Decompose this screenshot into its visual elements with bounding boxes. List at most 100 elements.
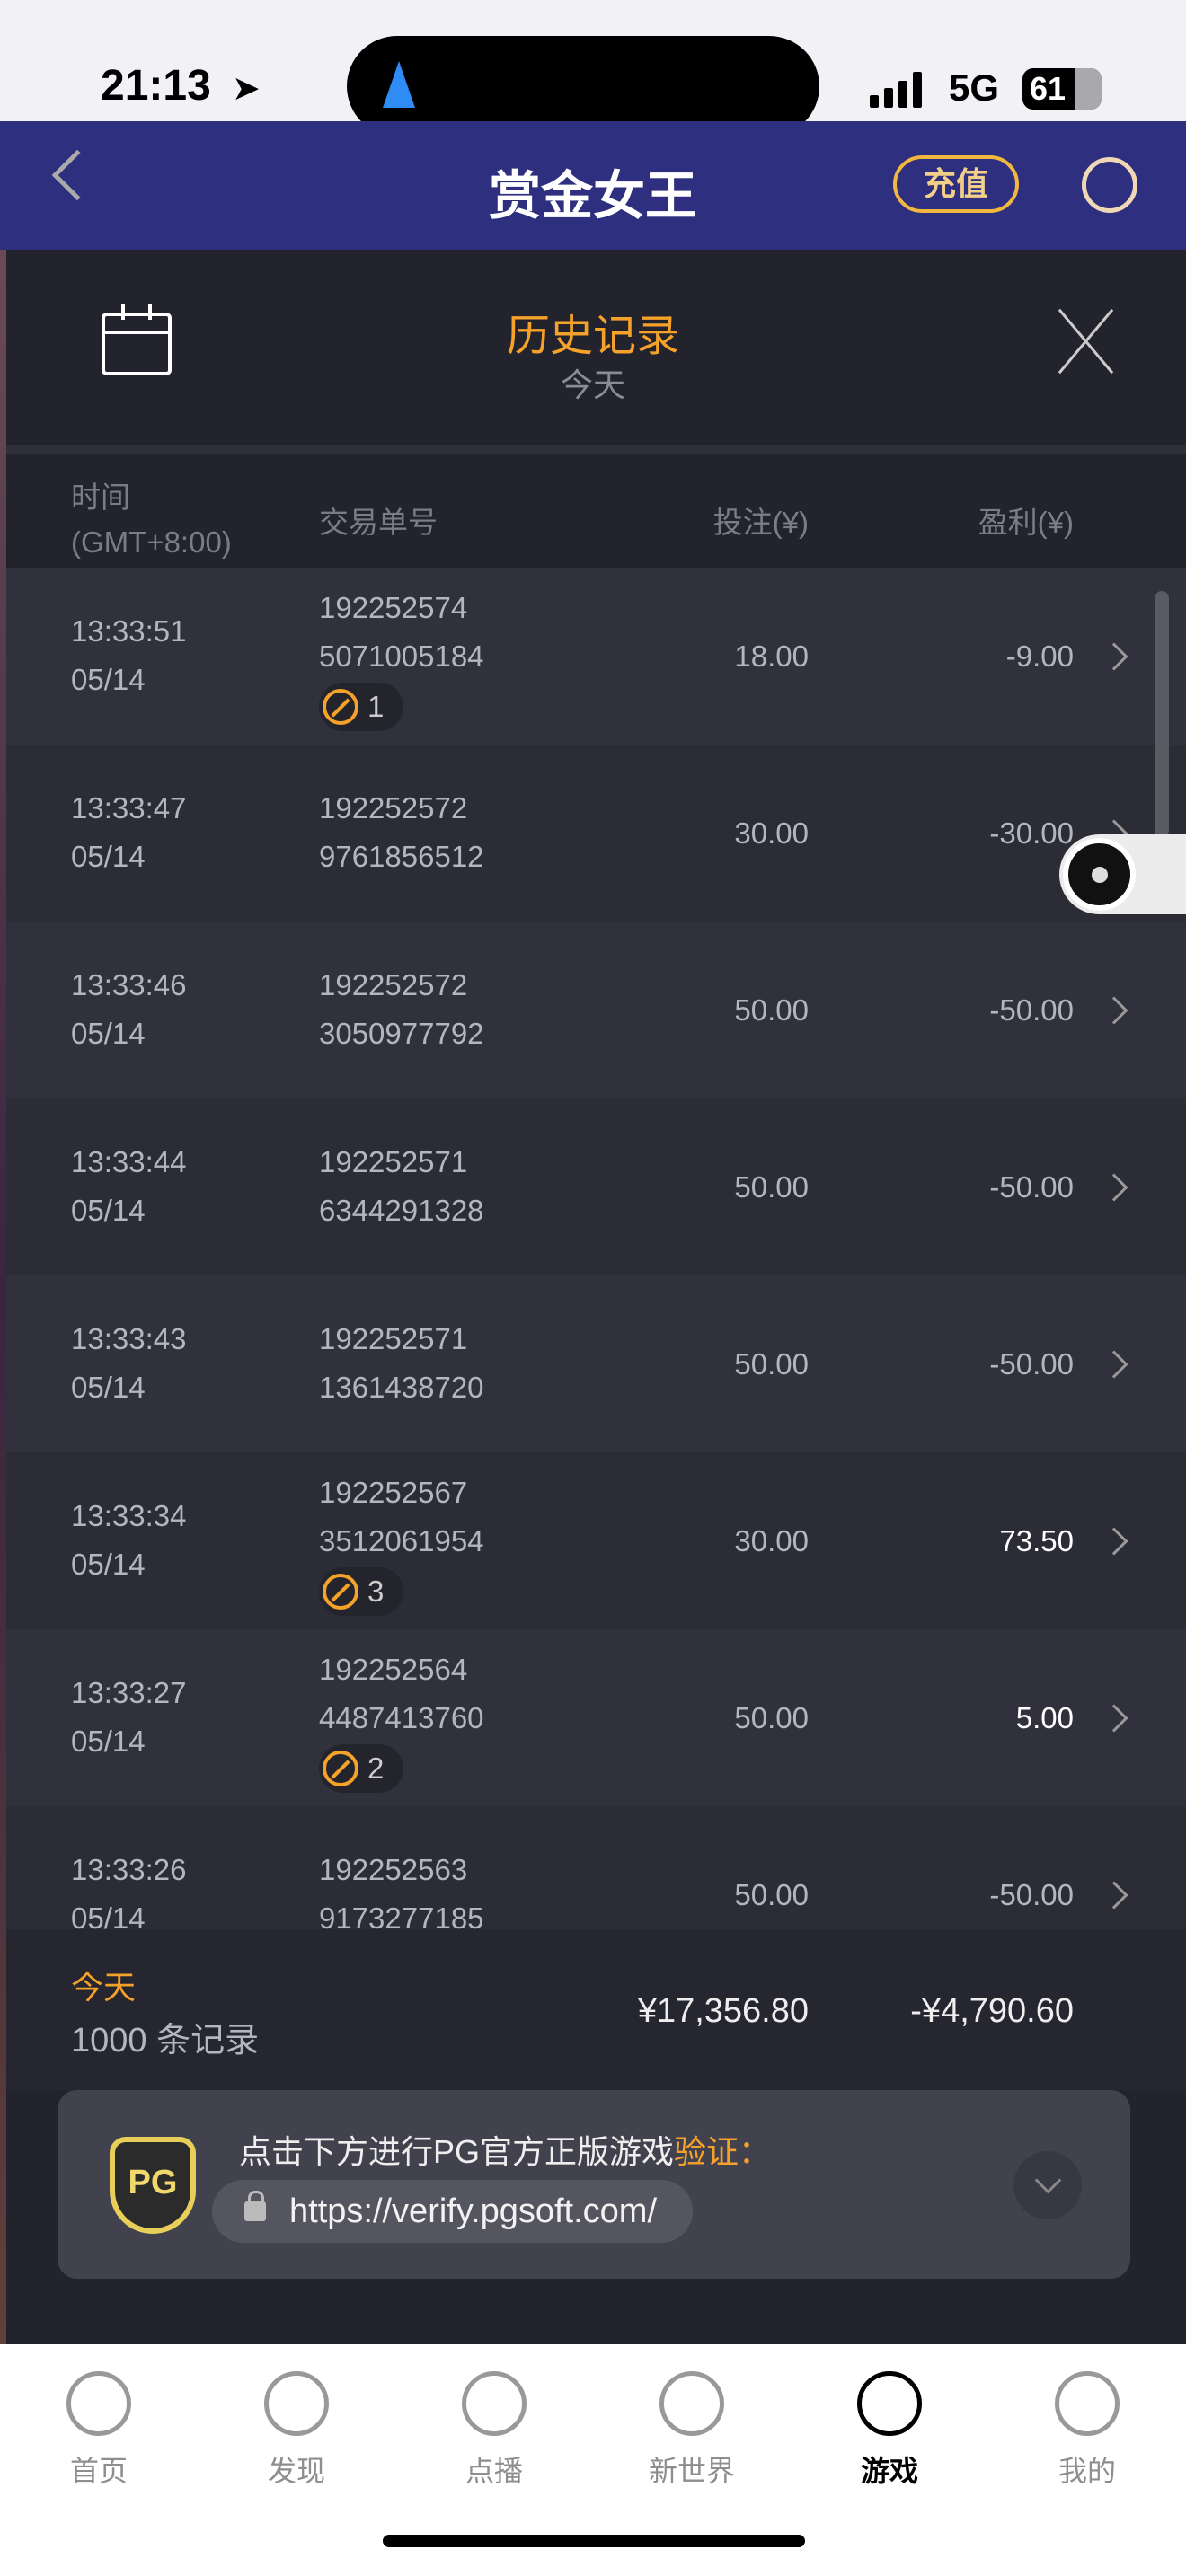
row-profit: 73.50 bbox=[999, 1524, 1074, 1557]
badge-count: 2 bbox=[367, 1751, 385, 1785]
chevron-right-icon[interactable] bbox=[1100, 1527, 1128, 1556]
close-icon[interactable] bbox=[1050, 305, 1122, 377]
row-order-id-2: 4487413760 bbox=[319, 1701, 484, 1734]
home-indicator bbox=[383, 2535, 805, 2547]
row-profit: -50.00 bbox=[989, 1878, 1074, 1911]
tab-label: 游戏 bbox=[860, 2455, 918, 2487]
row-bet: 30.00 bbox=[734, 816, 809, 850]
table-row[interactable]: 13:33:46 05/14 192252572 3050977792 50.00 -50… bbox=[6, 922, 1186, 1098]
row-bet: 30.00 bbox=[734, 1524, 809, 1557]
chevron-right-icon[interactable] bbox=[1100, 996, 1128, 1025]
chevron-right-icon[interactable] bbox=[1100, 1881, 1128, 1910]
date-range: 今天 bbox=[560, 366, 625, 403]
row-profit: -50.00 bbox=[989, 1347, 1074, 1381]
expand-chevron-icon[interactable] bbox=[1013, 2151, 1082, 2219]
status-bar: 21:13 ➤ 5G 61 bbox=[0, 0, 1186, 137]
summary: 今天 1000 条记录 ¥17,356.80 -¥4,790.60 bbox=[6, 1929, 1186, 2091]
row-time: 13:33:51 bbox=[71, 614, 187, 648]
history-list[interactable]: 13:33:51 05/14 192252574 5071005184 1 18.00 -9… bbox=[6, 568, 1186, 1929]
row-bet: 50.00 bbox=[734, 1170, 809, 1204]
row-order-id-1: 192252574 bbox=[319, 591, 468, 624]
verify-card: PG 点击下方进行PG官方正版游戏验证： https://verify.pgso… bbox=[58, 2090, 1130, 2279]
row-time: 13:33:43 bbox=[71, 1322, 187, 1355]
row-date: 05/14 bbox=[71, 1017, 146, 1050]
col-bet: 投注(¥) bbox=[712, 506, 809, 539]
globe-icon bbox=[659, 2371, 724, 2436]
row-profit: 5.00 bbox=[1015, 1701, 1074, 1734]
recharge-button[interactable]: 充值 bbox=[893, 155, 1019, 213]
row-time: 13:33:47 bbox=[71, 791, 187, 825]
row-time: 13:33:44 bbox=[71, 1145, 187, 1178]
row-order-id-2: 3050977792 bbox=[319, 1017, 484, 1050]
tab-home[interactable]: 首页 bbox=[27, 2371, 171, 2490]
row-bet: 50.00 bbox=[734, 1701, 809, 1734]
free-spin-badge: 1 bbox=[319, 683, 404, 731]
table-row[interactable]: 13:33:34 05/14 192252567 3512061954 3 30.00 73… bbox=[6, 1452, 1186, 1629]
table-row[interactable]: 13:33:44 05/14 192252571 6344291328 50.00 -50… bbox=[6, 1098, 1186, 1275]
tab-discover[interactable]: 发现 bbox=[225, 2371, 368, 2490]
tab-label: 首页 bbox=[69, 2455, 128, 2487]
tab-vod[interactable]: 点播 bbox=[422, 2371, 566, 2490]
row-order-id-1: 192252564 bbox=[319, 1653, 468, 1686]
verify-instruction: 点击下方进行PG官方正版游戏 bbox=[239, 2133, 675, 2170]
row-bet: 50.00 bbox=[734, 1878, 809, 1911]
history-header: 历史记录 今天 bbox=[6, 250, 1186, 445]
row-profit: -30.00 bbox=[989, 816, 1074, 850]
row-profit: -50.00 bbox=[989, 1170, 1074, 1204]
profile-icon bbox=[1055, 2371, 1120, 2436]
navigation-icon bbox=[383, 61, 415, 108]
row-order-id-2: 9761856512 bbox=[319, 840, 484, 873]
music-player-widget[interactable] bbox=[1059, 834, 1186, 914]
table-row[interactable]: 13:33:26 05/14 192252563 9173277185 50.00 -50… bbox=[6, 1806, 1186, 1929]
tab-globe[interactable]: 新世界 bbox=[620, 2371, 764, 2490]
vod-icon bbox=[462, 2371, 527, 2436]
home-icon bbox=[66, 2371, 131, 2436]
free-spin-icon bbox=[323, 1574, 358, 1610]
dynamic-island bbox=[347, 36, 819, 137]
tab-label: 我的 bbox=[1058, 2455, 1116, 2487]
clock: 21:13 bbox=[101, 62, 211, 110]
navbar: 赏金女王 充值 bbox=[0, 121, 1186, 250]
table-row[interactable]: 13:33:51 05/14 192252574 5071005184 1 18.00 -9… bbox=[6, 568, 1186, 745]
row-date: 05/14 bbox=[71, 1901, 146, 1929]
table-row[interactable]: 13:33:27 05/14 192252564 4487413760 2 50.00 5.… bbox=[6, 1629, 1186, 1806]
row-date: 05/14 bbox=[71, 1548, 146, 1581]
divider bbox=[6, 445, 1186, 454]
tab-game[interactable]: 游戏 bbox=[818, 2371, 961, 2490]
row-order-id-2: 1361438720 bbox=[319, 1371, 484, 1404]
row-date: 05/14 bbox=[71, 840, 146, 873]
location-arrow-icon: ➤ bbox=[232, 70, 261, 108]
calendar-icon[interactable] bbox=[102, 304, 172, 375]
col-profit: 盈利(¥) bbox=[978, 506, 1074, 539]
battery-icon: 61 bbox=[1022, 68, 1102, 110]
scrollbar[interactable] bbox=[1155, 591, 1169, 837]
row-order-id-1: 192252572 bbox=[319, 968, 468, 1001]
signal-icon bbox=[870, 72, 922, 108]
free-spin-badge: 2 bbox=[319, 1744, 404, 1793]
row-order-id-1: 192252571 bbox=[319, 1145, 468, 1178]
table-row[interactable]: 13:33:43 05/14 192252571 1361438720 50.00 -50… bbox=[6, 1275, 1186, 1452]
table-row[interactable]: 13:33:47 05/14 192252572 9761856512 30.00 -30… bbox=[6, 745, 1186, 922]
pg-shield-logo: PG bbox=[110, 2137, 196, 2234]
row-profit: -50.00 bbox=[989, 993, 1074, 1027]
chevron-right-icon[interactable] bbox=[1100, 642, 1128, 671]
row-profit: -9.00 bbox=[1005, 640, 1074, 673]
col-time: 时间 bbox=[71, 481, 130, 514]
free-spin-badge: 3 bbox=[319, 1567, 404, 1616]
row-time: 13:33:46 bbox=[71, 968, 187, 1001]
customer-support-icon[interactable] bbox=[1082, 157, 1137, 213]
chevron-right-icon[interactable] bbox=[1100, 1173, 1128, 1202]
tab-profile[interactable]: 我的 bbox=[1015, 2371, 1159, 2490]
row-bet: 50.00 bbox=[734, 1347, 809, 1381]
row-order-id-2: 9173277185 bbox=[319, 1901, 484, 1929]
row-order-id-1: 192252563 bbox=[319, 1853, 468, 1886]
free-spin-icon bbox=[323, 1751, 358, 1786]
chevron-right-icon[interactable] bbox=[1100, 1350, 1128, 1379]
chevron-right-icon[interactable] bbox=[1100, 1704, 1128, 1733]
row-time: 13:33:26 bbox=[71, 1853, 187, 1886]
row-order-id-2: 5071005184 bbox=[319, 640, 484, 673]
verify-highlight: 验证： bbox=[674, 2133, 772, 2170]
verify-url-link[interactable]: https://verify.pgsoft.com/ bbox=[212, 2180, 694, 2243]
row-date: 05/14 bbox=[71, 1371, 146, 1404]
row-order-id-2: 6344291328 bbox=[319, 1194, 484, 1227]
